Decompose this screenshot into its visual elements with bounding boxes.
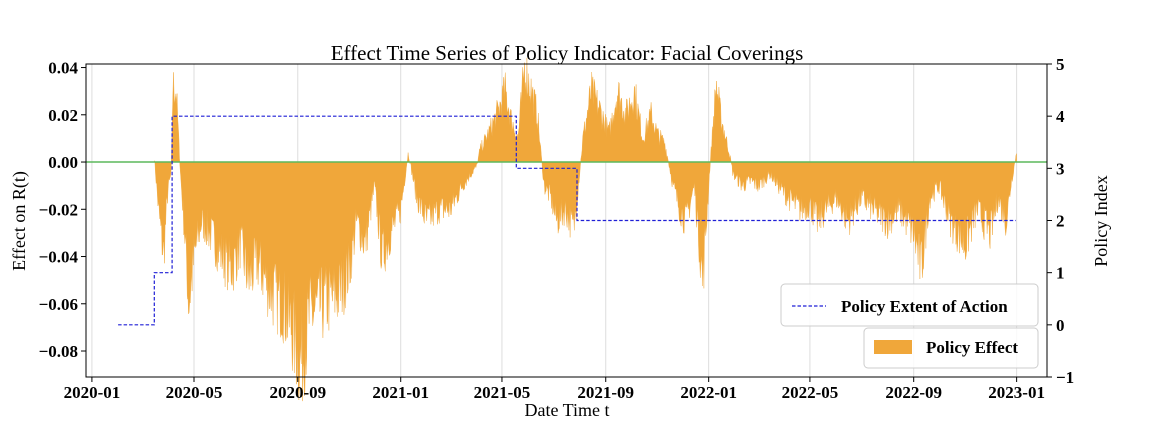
- policy-extent-step-line: [118, 115, 1016, 326]
- x-tick-label-6: 2022-01: [680, 383, 737, 402]
- x-tick-label-5: 2021-09: [577, 383, 634, 402]
- x-tick-label-8: 2022-09: [885, 383, 942, 402]
- y2-tick-label-2: 3: [1056, 159, 1065, 178]
- y2-tick-label-4: 1: [1056, 264, 1065, 283]
- x-tick-label-1: 2020-05: [166, 383, 223, 402]
- y2-tick-label-0: 5: [1056, 55, 1065, 74]
- x-tick-label-3: 2021-01: [372, 383, 429, 402]
- y-axis-ticks: 0.04 0.02 0.00 −0.02 −0.04 −0.06 −0.08: [39, 59, 86, 361]
- y-tick-label-5: −0.06: [39, 295, 78, 314]
- y-tick-label-1: 0.02: [48, 106, 78, 125]
- legend-policy-effect-label: Policy Effect: [926, 338, 1018, 357]
- y2-tick-label-1: 4: [1056, 107, 1065, 126]
- policy-effect-series: [154, 57, 1017, 402]
- y-tick-label-2: 0.00: [48, 153, 78, 172]
- y-tick-label-4: −0.04: [39, 248, 79, 267]
- y2-axis-title: Policy Index: [1091, 175, 1111, 267]
- x-axis-ticks: 2020-01 2020-05 2020-09 2021-01 2021-05 2021-…: [64, 377, 1045, 402]
- x-axis-title: Date Time t: [524, 400, 609, 420]
- y2-tick-label-3: 2: [1056, 212, 1065, 231]
- x-tick-label-0: 2020-01: [64, 383, 121, 402]
- legend-policy-effect: Policy Effect: [863, 327, 1039, 369]
- y2-tick-label-5: 0: [1056, 316, 1065, 335]
- y-tick-label-6: −0.08: [39, 342, 78, 361]
- x-tick-label-9: 2023-01: [988, 383, 1045, 402]
- x-tick-label-7: 2022-05: [782, 383, 839, 402]
- y-axis-title: Effect on R(t): [9, 171, 30, 271]
- y-tick-label-0: 0.04: [48, 59, 78, 78]
- x-tick-label-2: 2020-09: [269, 383, 326, 402]
- y-tick-label-3: −0.02: [39, 200, 78, 219]
- legend-policy-extent-label: Policy Extent of Action: [841, 297, 1008, 316]
- legend-policy-extent: Policy Extent of Action: [780, 283, 1039, 327]
- x-tick-label-4: 2021-05: [474, 383, 531, 402]
- legend-policy-effect-swatch: [874, 340, 912, 354]
- y2-axis-ticks: 5 4 3 2 1 0 −1: [1047, 55, 1074, 387]
- chart-title: Effect Time Series of Policy Indicator: …: [331, 41, 804, 65]
- y2-tick-label-6: −1: [1056, 368, 1074, 387]
- policy-effect-area: [154, 57, 1017, 402]
